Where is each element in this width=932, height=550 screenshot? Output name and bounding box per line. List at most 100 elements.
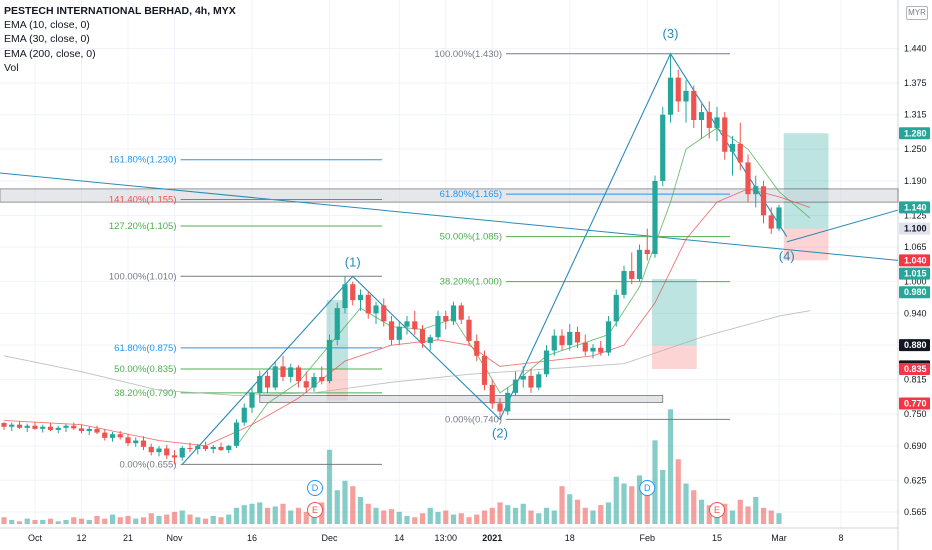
candle [512,379,519,393]
candle [466,319,472,341]
volume-bar [443,510,449,524]
y-axis-ticks: 1.440 1.375 1.315 1.250 1.190 1.125 1.065 1.000… [904,43,927,517]
x-tick-label: 14 [394,533,404,543]
target-zone [783,133,829,229]
candle [342,284,348,309]
volume-bar [652,440,658,524]
price-badge-label: 0.980 [904,287,927,297]
volume-bar [280,503,286,524]
fib-label: 38.20%(0.790) [114,388,176,399]
volume-bar [94,515,100,524]
volume-bar [660,470,666,524]
marker-label: D [312,483,319,493]
candle [660,114,666,181]
volume-bar [109,514,116,524]
price-badge [899,222,930,235]
volume-bar [636,475,643,524]
volume-bar [435,511,441,524]
candle [133,440,139,444]
y-tick-label: 0.815 [904,375,927,385]
volume-bar [24,518,30,524]
currency-label[interactable]: MYR [906,6,928,20]
fib-label: 100.00%(1.430) [434,49,502,60]
volume-bar [706,505,712,524]
volume-bar [691,490,697,524]
fib-label: 50.00%(1.085) [440,232,502,243]
volume-bar [195,517,201,524]
y-tick-label: 0.750 [904,409,927,419]
price-badge-label: 0.770 [904,398,927,408]
candle [24,425,30,428]
legend-volume[interactable]: Vol [4,61,19,74]
volume-bar [32,519,38,524]
volume-bar [629,486,635,524]
volume-bar [489,507,495,524]
x-tick-label: Nov [166,533,183,543]
fib-label: 0.00%(0.655) [119,459,176,470]
candle [768,215,774,229]
volume-bar [698,499,705,524]
fib-label: 0.00%(0.740) [445,414,502,425]
candle [218,446,224,451]
support-zone [259,395,664,403]
volume-bar [466,517,472,524]
volume-bar [590,510,596,524]
price-badge [899,127,930,140]
price-badge-label: 0.835 [904,364,927,374]
x-tick-label: Feb [639,533,655,543]
candle [776,207,782,229]
candle [102,432,108,438]
candle [148,446,154,453]
legend-ema200[interactable]: EMA (200, close, 0) [4,47,96,60]
volume-bar [450,514,457,524]
volume-bar [288,510,294,524]
y-tick-label: 0.565 [904,507,927,517]
price-badge-label: 1.280 [904,128,927,138]
volume-bar [179,510,185,524]
candle [745,162,751,195]
candle [117,434,123,438]
y-tick-label: 0.690 [904,441,927,451]
volume-bar [551,510,557,524]
legend-ema30[interactable]: EMA (30, close, 0) [4,33,90,46]
volume-bar [675,459,681,524]
stop-zone [652,345,697,370]
volume-bar [667,409,674,524]
price-badge [899,286,930,299]
volume-bar [373,507,379,524]
y-tick-label: 1.125 [904,210,927,220]
candle [40,426,46,429]
volume-bar [381,510,387,524]
volume-bar [233,507,240,524]
volume-bar [241,505,247,524]
candle [481,355,488,385]
volume-bar [729,510,736,524]
candle [47,426,54,430]
candle [71,425,77,429]
candle [528,375,534,388]
volume-bar [164,514,170,524]
x-tick-label: 21 [123,533,133,543]
candle [675,77,681,102]
volume-bar [1,517,7,524]
candle [303,381,309,388]
candle [613,294,619,322]
candle [396,326,402,340]
x-tick-label: 8 [838,533,843,543]
volume-bar [497,502,503,524]
volume-bar [505,505,511,524]
candle [706,112,712,128]
volume-bar [543,507,550,524]
candle [295,367,302,382]
candle [280,366,286,377]
candle [590,347,596,352]
wave-label: (4) [779,249,795,264]
candle [195,445,201,450]
ema-line [3,310,811,396]
legend-ema10[interactable]: EMA (10, close, 0) [4,19,90,32]
wave-label: (2) [492,425,508,440]
candle [644,249,650,255]
volume-bar [226,514,232,524]
chart-title: PESTECH INTERNATIONAL BERHAD, 4h, MYX [4,5,236,17]
